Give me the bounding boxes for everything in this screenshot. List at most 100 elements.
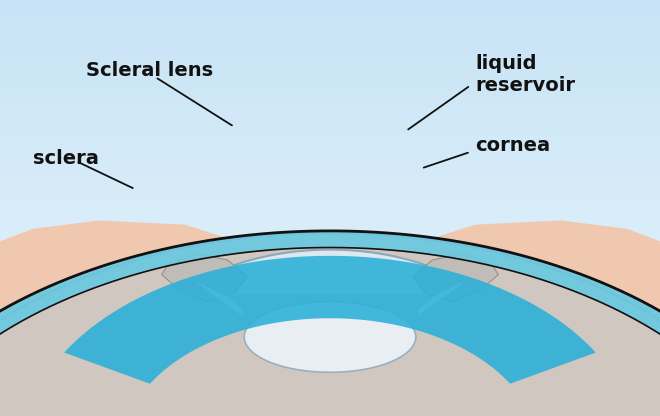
Bar (0, 206, 660, 208)
Bar (0, 289, 660, 291)
Bar (0, 381, 660, 383)
Bar (0, 272, 660, 275)
Bar (0, 23, 660, 25)
Bar (0, 187, 660, 189)
Bar (0, 279, 660, 281)
Bar (0, 110, 660, 112)
Bar (0, 368, 660, 370)
Bar (0, 258, 660, 260)
Bar (0, 327, 660, 329)
Bar (0, 183, 660, 185)
Bar (0, 25, 660, 27)
Bar (0, 223, 660, 225)
Bar (0, 310, 660, 312)
Bar (0, 164, 660, 166)
Bar (0, 33, 660, 35)
Bar (0, 354, 660, 356)
Bar (0, 220, 660, 223)
Bar (0, 189, 660, 191)
Bar (0, 337, 660, 339)
Bar (0, 156, 660, 158)
Bar (0, 83, 660, 85)
Bar (0, 100, 660, 102)
Bar (0, 168, 660, 171)
Bar (0, 64, 660, 67)
Bar (0, 266, 660, 268)
Bar (0, 262, 660, 264)
Text: liquid
reservoir: liquid reservoir (475, 54, 576, 95)
Bar (0, 202, 660, 204)
Bar (0, 196, 660, 198)
Polygon shape (64, 256, 596, 384)
Bar (0, 19, 660, 21)
Bar (0, 214, 660, 216)
Bar (0, 119, 660, 121)
Bar (0, 318, 660, 320)
Polygon shape (190, 250, 470, 295)
Bar (0, 179, 660, 181)
Bar (0, 46, 660, 48)
Text: sclera: sclera (33, 149, 99, 168)
Bar (0, 250, 660, 252)
Bar (0, 304, 660, 306)
Bar (0, 356, 660, 358)
Polygon shape (0, 231, 660, 416)
Bar (0, 404, 660, 406)
Bar (0, 387, 660, 389)
Bar (0, 252, 660, 254)
Bar (0, 54, 660, 56)
Bar (0, 114, 660, 116)
Bar (0, 347, 660, 349)
Bar (0, 414, 660, 416)
Bar (0, 295, 660, 297)
Bar (0, 314, 660, 316)
Bar (0, 121, 660, 123)
Bar (0, 154, 660, 156)
Bar (0, 27, 660, 29)
Bar (0, 29, 660, 31)
Bar (0, 21, 660, 23)
Bar (0, 237, 660, 239)
Bar (0, 42, 660, 44)
Bar (0, 102, 660, 104)
Bar (0, 150, 660, 152)
Bar (0, 152, 660, 154)
Bar (0, 35, 660, 37)
Bar (0, 399, 660, 401)
Bar (0, 376, 660, 379)
Bar (0, 175, 660, 177)
Bar (0, 383, 660, 385)
Bar (0, 162, 660, 164)
Bar (0, 48, 660, 50)
Bar (0, 293, 660, 295)
Bar (0, 374, 660, 376)
Bar (0, 324, 660, 327)
Bar (0, 385, 660, 387)
Bar (0, 210, 660, 212)
Polygon shape (162, 254, 248, 302)
Bar (0, 104, 660, 106)
Bar (0, 79, 660, 81)
Bar (0, 204, 660, 206)
Bar (0, 77, 660, 79)
Bar (0, 116, 660, 119)
Bar (0, 71, 660, 73)
Bar (0, 106, 660, 108)
Bar (0, 123, 660, 125)
Bar (0, 17, 660, 19)
Bar (0, 370, 660, 372)
Bar (0, 229, 660, 231)
Bar (0, 40, 660, 42)
Bar (0, 349, 660, 352)
Polygon shape (0, 233, 660, 416)
Bar (0, 406, 660, 408)
Bar (0, 329, 660, 331)
Bar (0, 0, 660, 2)
Bar (0, 56, 660, 58)
Bar (0, 241, 660, 243)
Bar (0, 108, 660, 110)
Bar (0, 129, 660, 131)
Bar (0, 235, 660, 237)
Bar (0, 358, 660, 360)
Bar (0, 135, 660, 137)
